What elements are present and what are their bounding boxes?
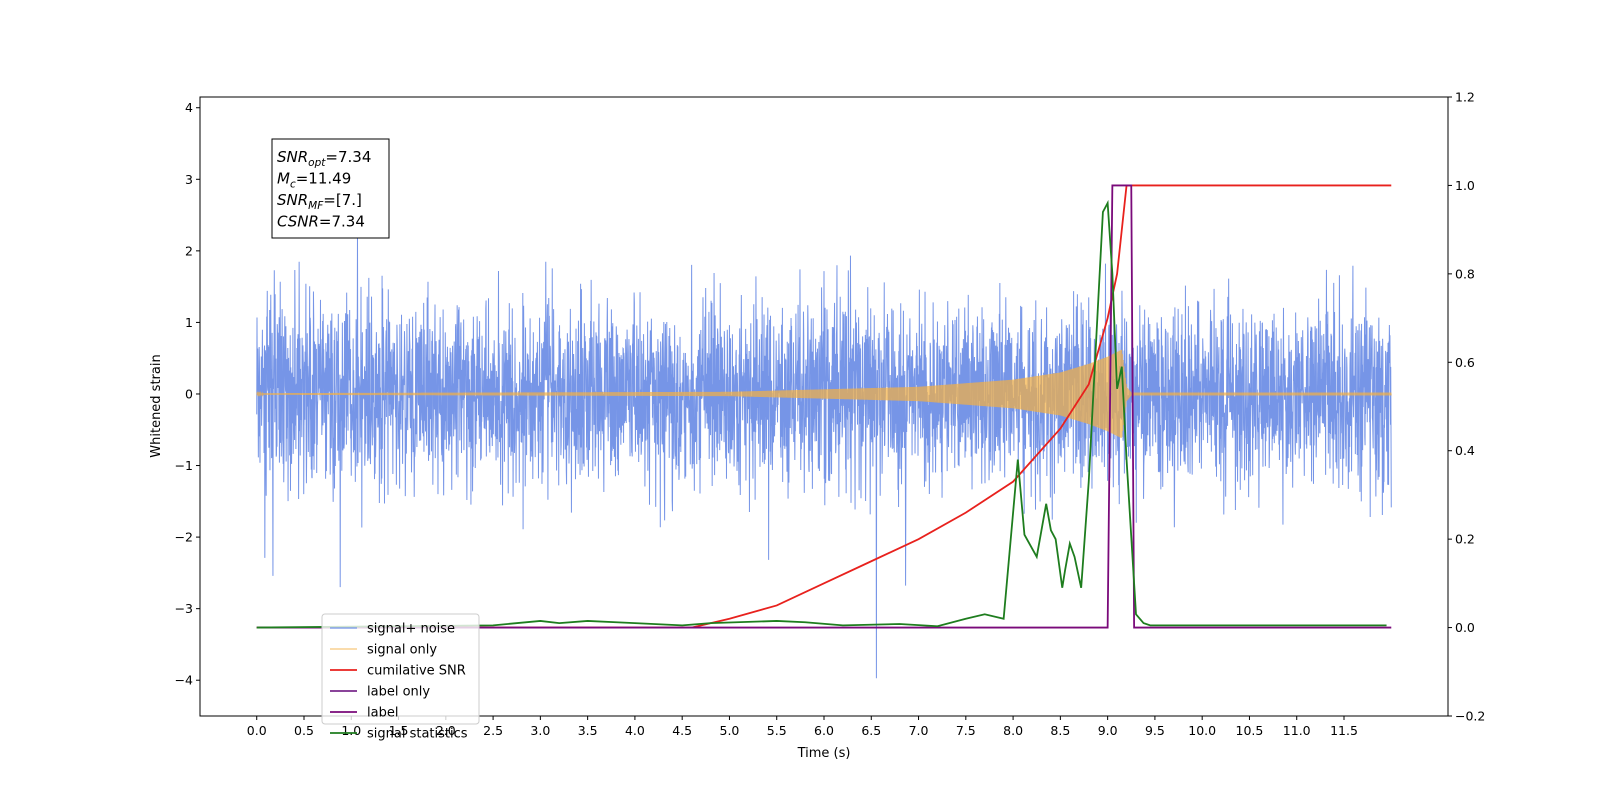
x-tick-label: 9.0 xyxy=(1098,723,1118,738)
annotation-line: Mc=11.49 xyxy=(277,170,351,191)
legend: signal+ noise signal only cumilative SNR la… xyxy=(321,613,480,742)
x-tick-label: 5.5 xyxy=(767,723,787,738)
annotation-line: CSNR=7.34 xyxy=(277,213,365,231)
legend-label: signal statistics xyxy=(367,727,468,742)
x-tick-label: 2.0 xyxy=(436,723,456,738)
legend-label: label only xyxy=(367,685,430,700)
y-left-tick-label: 2 xyxy=(185,243,193,258)
y-left-tick-label: 3 xyxy=(185,172,193,187)
x-tick-label: 8.0 xyxy=(1003,723,1023,738)
legend-frame xyxy=(321,613,480,725)
y-left-tick-label: 1 xyxy=(185,315,193,330)
legend-label: signal only xyxy=(367,643,437,658)
y-left-tick-label: 4 xyxy=(185,100,193,115)
x-tick-label: 0.5 xyxy=(294,723,314,738)
x-tick-label: 9.5 xyxy=(1145,723,1165,738)
x-tick-label: 6.0 xyxy=(814,723,834,738)
y-left-tick-label: −4 xyxy=(175,673,193,688)
annotation-line: SNRopt=7.34 xyxy=(277,148,371,169)
annotation-line: SNRMF=[7.] xyxy=(277,191,362,212)
x-axis: 0.0 0.5 1.0 1.5 2.0 2.5 3.0 3.5 4.0 4.5 5.0 5.5 6.0 6… xyxy=(247,716,1358,738)
legend-label: label xyxy=(367,706,398,721)
y-right-tick-label: −0.2 xyxy=(1455,709,1485,724)
x-tick-label: 0.0 xyxy=(247,723,267,738)
y-axis-left: −4 −3 −2 −1 0 1 2 3 4 xyxy=(175,100,200,688)
x-tick-label: 4.5 xyxy=(672,723,692,738)
y-axis-right: −0.2 0.0 0.2 0.4 0.6 0.8 1.0 1.2 xyxy=(1448,90,1485,724)
y-axis-label: Whitened strain xyxy=(149,354,164,457)
x-tick-label: 1.0 xyxy=(341,723,361,738)
x-tick-label: 6.5 xyxy=(861,723,881,738)
x-tick-label: 10.0 xyxy=(1188,723,1216,738)
y-left-tick-label: −2 xyxy=(175,530,193,545)
y-right-tick-label: 1.0 xyxy=(1455,178,1475,193)
x-axis-label: Time (s) xyxy=(797,746,851,761)
series-signal-noise xyxy=(256,232,1392,679)
y-right-tick-label: 0.6 xyxy=(1455,355,1475,370)
x-tick-label: 4.0 xyxy=(625,723,645,738)
series-signal-only xyxy=(256,349,1392,439)
x-tick-label: 7.5 xyxy=(956,723,976,738)
y-right-tick-label: 0.0 xyxy=(1455,620,1475,635)
legend-label: cumilative SNR xyxy=(367,664,466,679)
series-cumulative-snr xyxy=(256,184,1392,629)
x-tick-label: 5.0 xyxy=(720,723,740,738)
y-right-tick-label: 0.8 xyxy=(1455,266,1475,281)
series-signal-statistics xyxy=(256,199,1387,629)
y-left-tick-label: −1 xyxy=(175,458,193,473)
x-tick-label: 11.0 xyxy=(1283,723,1311,738)
y-right-tick-label: 0.4 xyxy=(1455,443,1475,458)
x-tick-label: 3.5 xyxy=(578,723,598,738)
y-left-tick-label: −3 xyxy=(175,601,193,616)
x-tick-label: 7.0 xyxy=(909,723,929,738)
plot-area xyxy=(256,184,1392,679)
x-tick-label: 11.5 xyxy=(1330,723,1358,738)
x-tick-label: 2.5 xyxy=(483,723,503,738)
y-right-tick-label: 1.2 xyxy=(1455,90,1475,105)
legend-label: signal+ noise xyxy=(367,622,455,637)
x-tick-label: 3.0 xyxy=(530,723,550,738)
x-tick-label: 1.5 xyxy=(389,723,409,738)
x-tick-label: 8.5 xyxy=(1050,723,1070,738)
y-left-tick-label: 0 xyxy=(185,386,193,401)
y-right-tick-label: 0.2 xyxy=(1455,532,1475,547)
series-label xyxy=(256,184,1392,629)
annotation-frame xyxy=(271,138,390,239)
x-tick-label: 10.5 xyxy=(1236,723,1264,738)
